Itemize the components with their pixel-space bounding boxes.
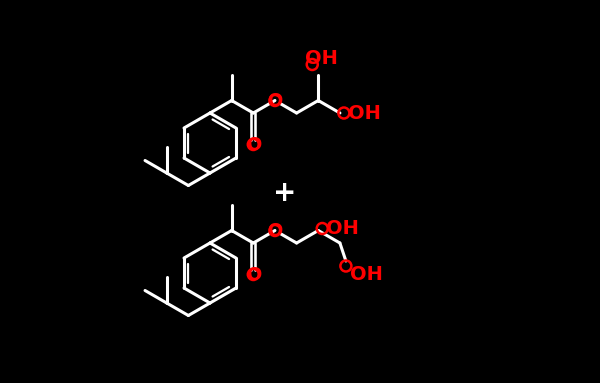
Text: +: +: [274, 179, 296, 207]
Text: OH: OH: [350, 265, 383, 284]
Text: O: O: [268, 92, 283, 110]
Text: OH: OH: [326, 219, 359, 238]
Text: O: O: [245, 136, 261, 154]
Text: OH: OH: [305, 49, 338, 67]
Text: OH: OH: [348, 103, 381, 123]
Text: O: O: [245, 265, 261, 283]
Text: O: O: [268, 221, 283, 239]
